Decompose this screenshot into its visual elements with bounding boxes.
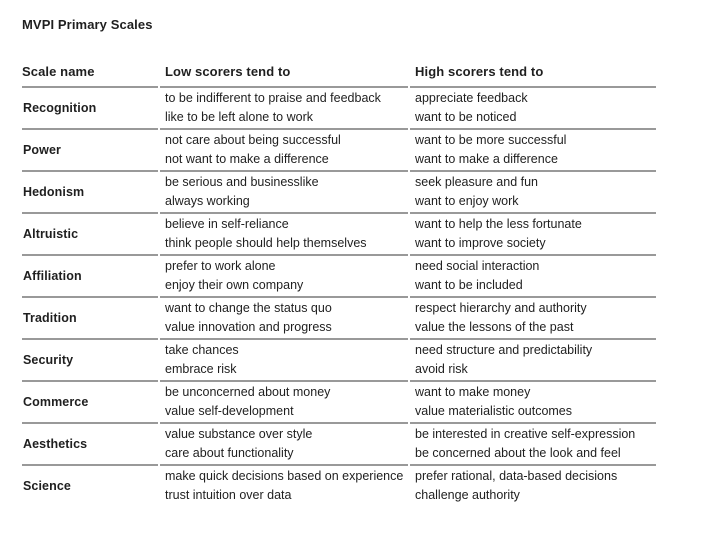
high-scorer-line-2: value materialistic outcomes	[415, 404, 573, 418]
high-scorer-line-1: need structure and predictability	[415, 343, 593, 357]
high-scorers-cell: seek pleasure and fun want to enjoy work	[410, 172, 656, 214]
high-scorers-cell: need structure and predictability avoid r…	[410, 340, 656, 382]
low-scorer-line-1: be serious and businesslike	[165, 175, 319, 189]
high-scorers-cell: want to make money value materialistic ou…	[410, 382, 656, 424]
low-scorer-line-2: think people should help themselves	[165, 236, 367, 250]
high-scorers-cell: respect hierarchy and authority value the…	[410, 298, 656, 340]
high-scorers-cell: want to be more successful want to make a…	[410, 130, 656, 172]
low-scorer-line-1: prefer to work alone	[165, 259, 276, 273]
low-scorer-line-2: trust intuition over data	[165, 488, 292, 502]
high-scorer-line-1: want to make money	[415, 385, 531, 399]
scale-name-cell: Power	[22, 130, 158, 172]
high-scorers-cell: appreciate feedback want to be noticed	[410, 88, 656, 130]
scale-name-cell: Security	[22, 340, 158, 382]
low-scorer-line-2: embrace risk	[165, 362, 237, 376]
low-scorers-cell: to be indifferent to praise and feedback…	[160, 88, 408, 130]
scale-name-cell: Recognition	[22, 88, 158, 130]
high-scorer-line-1: respect hierarchy and authority	[415, 301, 587, 315]
low-scorer-line-1: take chances	[165, 343, 239, 357]
low-scorer-line-2: value self-development	[165, 404, 294, 418]
low-scorer-line-2: value innovation and progress	[165, 320, 332, 334]
low-scorers-cell: not care about being successful not want …	[160, 130, 408, 172]
high-scorer-line-1: prefer rational, data-based decisions	[415, 469, 618, 483]
table-row: Power not care about being successful not …	[22, 130, 656, 172]
high-scorer-line-2: avoid risk	[415, 362, 468, 376]
scale-name-cell: Aesthetics	[22, 424, 158, 466]
high-scorer-line-2: want to make a difference	[415, 152, 558, 166]
high-scorer-line-2: challenge authority	[415, 488, 520, 502]
low-scorer-line-1: be unconcerned about money	[165, 385, 331, 399]
high-scorer-line-2: want to be included	[415, 278, 523, 292]
low-scorer-line-1: want to change the status quo	[165, 301, 332, 315]
low-scorers-cell: believe in self-reliance think people sho…	[160, 214, 408, 256]
table-row: Commerce be unconcerned about money value …	[22, 382, 656, 424]
mvpi-primary-scales-table: Scale name Low scorers tend to High scor…	[20, 58, 658, 506]
high-scorer-line-2: value the lessons of the past	[415, 320, 574, 334]
low-scorer-line-1: to be indifferent to praise and feedback	[165, 91, 381, 105]
header-row: Scale name Low scorers tend to High scor…	[22, 58, 656, 88]
table-header: Scale name Low scorers tend to High scor…	[22, 58, 656, 88]
scale-name-cell: Science	[23, 479, 71, 493]
high-scorers-cell: prefer rational, data-based decisions cha…	[410, 466, 656, 506]
high-scorer-line-1: want to help the less fortunate	[415, 217, 582, 231]
low-scorer-line-2: care about functionality	[165, 446, 294, 460]
header-low-scorers: Low scorers tend to	[160, 58, 408, 88]
scale-name-cell: Tradition	[22, 298, 158, 340]
page-title: MVPI Primary Scales	[22, 17, 153, 32]
low-scorer-line-2: always working	[165, 194, 250, 208]
low-scorers-cell: want to change the status quo value innov…	[160, 298, 408, 340]
low-scorer-line-1: believe in self-reliance	[165, 217, 289, 231]
table-row: Science make quick decisions based on exp…	[22, 466, 656, 506]
low-scorers-cell: make quick decisions based on experience…	[160, 466, 408, 506]
low-scorers-cell: value substance over style care about fun…	[160, 424, 408, 466]
high-scorer-line-2: want to enjoy work	[415, 194, 519, 208]
table-row: Altruistic believe in self-reliance think …	[22, 214, 656, 256]
table-row: Tradition want to change the status quo va…	[22, 298, 656, 340]
low-scorer-line-1: value substance over style	[165, 427, 313, 441]
low-scorers-cell: prefer to work alone enjoy their own comp…	[160, 256, 408, 298]
high-scorer-line-1: need social interaction	[415, 259, 540, 273]
header-scale-name: Scale name	[22, 58, 158, 88]
low-scorer-line-2: enjoy their own company	[165, 278, 304, 292]
high-scorer-line-1: be interested in creative self-expressio…	[415, 427, 636, 441]
high-scorer-line-2: want to improve society	[415, 236, 546, 250]
scale-name-cell: Commerce	[22, 382, 158, 424]
low-scorer-line-2: not want to make a difference	[165, 152, 329, 166]
table-row: Recognition to be indifferent to praise a…	[22, 88, 656, 130]
low-scorers-cell: take chances embrace risk	[160, 340, 408, 382]
table-body: Recognition to be indifferent to praise a…	[22, 88, 656, 506]
scale-name-cell: Affiliation	[22, 256, 158, 298]
high-scorer-line-2: be concerned about the look and feel	[415, 446, 621, 460]
table-row: Aesthetics value substance over style care…	[22, 424, 656, 466]
high-scorers-cell: want to help the less fortunate want to i…	[410, 214, 656, 256]
high-scorer-line-2: want to be noticed	[415, 110, 517, 124]
low-scorer-line-2: like to be left alone to work	[165, 110, 313, 124]
high-scorer-line-1: seek pleasure and fun	[415, 175, 539, 189]
high-scorers-cell: be interested in creative self-expressio…	[410, 424, 656, 466]
low-scorer-line-1: make quick decisions based on experience	[165, 469, 404, 483]
high-scorer-line-1: want to be more successful	[415, 133, 567, 147]
scale-name-cell: Hedonism	[22, 172, 158, 214]
table-row: Affiliation prefer to work alone enjoy the…	[22, 256, 656, 298]
high-scorer-line-1: appreciate feedback	[415, 91, 528, 105]
table-row: Security take chances embrace risk need str…	[22, 340, 656, 382]
high-scorers-cell: need social interaction want to be includ…	[410, 256, 656, 298]
low-scorers-cell: be serious and businesslike always workin…	[160, 172, 408, 214]
table-row: Hedonism be serious and businesslike alway…	[22, 172, 656, 214]
scale-name-cell: Altruistic	[22, 214, 158, 256]
low-scorer-line-1: not care about being successful	[165, 133, 341, 147]
low-scorers-cell: be unconcerned about money value self-dev…	[160, 382, 408, 424]
header-high-scorers: High scorers tend to	[410, 58, 656, 88]
